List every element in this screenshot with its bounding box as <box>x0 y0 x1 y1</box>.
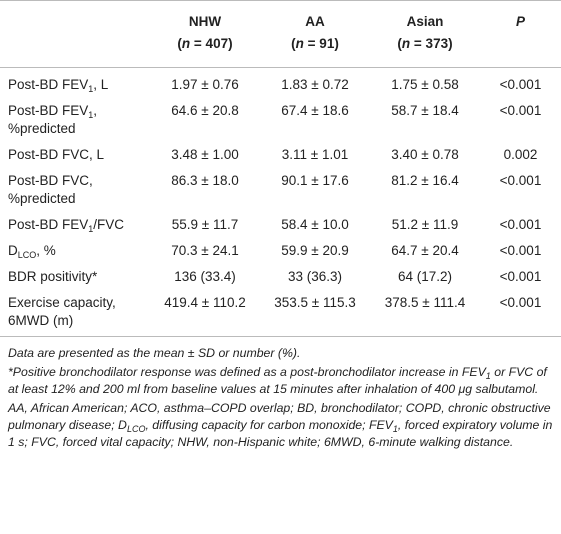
table-cell: 33 (36.3) <box>287 269 343 284</box>
header-cell: NHW (n = 407) <box>150 1 260 68</box>
column-name: P <box>515 14 525 29</box>
text: Data are presented as the mean ± SD or n… <box>8 346 301 360</box>
text: , %predicted <box>8 103 98 136</box>
text: ( <box>291 36 296 51</box>
table-row: Post-BD FEV1, %predicted 64.6 ± 20.8 67.4 … <box>0 98 561 142</box>
text: Post-BD FEV <box>8 77 89 92</box>
table-cell: 90.1 ± 17.6 <box>281 173 349 188</box>
subscript: 1 <box>88 110 94 120</box>
footnote: AA, African American; ACO, asthma–COPD o… <box>8 400 553 451</box>
text: Post-BD FEV <box>8 217 89 232</box>
column-name: NHW <box>188 14 222 29</box>
table-cell: <0.001 <box>499 269 542 284</box>
text: or FVC of at least 12% and 200 ml from b… <box>8 365 547 396</box>
text: D <box>8 243 18 258</box>
text: = 91) <box>303 36 339 51</box>
text: ( <box>397 36 402 51</box>
text: , diffusing capacity for carbon monoxide… <box>145 418 393 432</box>
table-cell: 55.9 ± 11.7 <box>171 217 239 232</box>
table-cell: 64.7 ± 20.4 <box>391 243 459 258</box>
text: Post-BD FVC, L <box>8 147 105 162</box>
header-cell: AA (n = 91) <box>260 1 370 68</box>
table-cell: 64.6 ± 20.8 <box>171 103 239 118</box>
table-cell: 3.40 ± 0.78 <box>391 147 459 162</box>
table-cell: 64 (17.2) <box>397 269 453 284</box>
table-row: BDR positivity* 136 (33.4) 33 (36.3) 64 (17… <box>0 264 561 290</box>
row-label: DLCO, % <box>0 238 150 264</box>
table-row: Exercise capacity, 6MWD (m) 419.4 ± 110.2… <box>0 290 561 337</box>
table-row: Post-BD FVC, L 3.48 ± 1.00 3.11 ± 1.01 3.40… <box>0 142 561 168</box>
subscript: LCO <box>17 250 37 260</box>
subscript: LCO <box>126 424 146 434</box>
subscript: 1 <box>88 224 94 234</box>
table-cell: <0.001 <box>499 173 542 188</box>
table-cell: 58.4 ± 10.0 <box>281 217 349 232</box>
row-label: Post-BD FEV1/FVC <box>0 212 150 238</box>
table-row: DLCO, % 70.3 ± 24.1 59.9 ± 20.9 64.7 ± 20.4… <box>0 238 561 264</box>
table-cell: 3.48 ± 1.00 <box>171 147 239 162</box>
subscript: 1 <box>485 371 491 381</box>
table-cell: <0.001 <box>499 217 542 232</box>
italic-text: n <box>401 36 411 51</box>
subscript: 1 <box>392 424 398 434</box>
table-cell: <0.001 <box>499 77 542 92</box>
table-cell: <0.001 <box>499 295 542 310</box>
table-row: Post-BD FVC, %predicted 86.3 ± 18.0 90.1 ±… <box>0 168 561 212</box>
table-row: Post-BD FEV1, L 1.97 ± 0.76 1.83 ± 0.72 1.7… <box>0 68 561 99</box>
table-cell: 70.3 ± 24.1 <box>171 243 239 258</box>
table-cell: 0.002 <box>503 147 538 162</box>
row-label: Post-BD FEV1, %predicted <box>0 98 150 142</box>
table-cell: 58.7 ± 18.4 <box>391 103 459 118</box>
table-cell: 67.4 ± 18.6 <box>281 103 349 118</box>
row-label: Post-BD FEV1, L <box>0 68 150 99</box>
text: Post-BD FVC, %predicted <box>8 173 93 206</box>
table-cell: <0.001 <box>499 103 542 118</box>
data-table: NHW (n = 407) AA (n = 91) Asian (n = 373) P Po… <box>0 0 561 337</box>
italic-text: n <box>295 36 304 51</box>
table-cell: 3.11 ± 1.01 <box>281 147 349 162</box>
footnote: *Positive bronchodilator response was de… <box>8 364 553 398</box>
table-cell: 86.3 ± 18.0 <box>171 173 239 188</box>
table-cell: 1.75 ± 0.58 <box>391 77 459 92</box>
text: = 407) <box>190 36 233 51</box>
footnotes: Data are presented as the mean ± SD or n… <box>0 337 561 451</box>
header-row: NHW (n = 407) AA (n = 91) Asian (n = 373) P <box>0 0 561 68</box>
text: AA, African American; ACO, asthma–COPD o… <box>8 401 551 432</box>
table-cell: 1.83 ± 0.72 <box>281 77 349 92</box>
table-row: Post-BD FEV1/FVC 55.9 ± 11.7 58.4 ± 10.0 51… <box>0 212 561 238</box>
text: ( <box>177 36 182 51</box>
italic-text: n <box>181 36 191 51</box>
text: , L <box>93 77 109 92</box>
text: = 373) <box>410 36 453 51</box>
table-cell: 136 (33.4) <box>174 269 236 284</box>
header-cell: Asian (n = 373) <box>370 1 480 68</box>
header-cell <box>0 1 150 68</box>
row-label: Post-BD FVC, L <box>0 142 150 168</box>
column-name: AA <box>305 14 325 29</box>
text: Post-BD FEV <box>8 103 89 118</box>
table-cell: 378.5 ± 111.4 <box>384 295 466 310</box>
table-cell: 353.5 ± 115.3 <box>274 295 356 310</box>
table-cell: 419.4 ± 110.2 <box>164 295 246 310</box>
column-name: Asian <box>406 14 444 29</box>
row-label: Exercise capacity, 6MWD (m) <box>0 290 150 337</box>
footnote: Data are presented as the mean ± SD or n… <box>8 345 553 362</box>
row-label: Post-BD FVC, %predicted <box>0 168 150 212</box>
subscript: 1 <box>88 84 94 94</box>
table-cell: 51.2 ± 11.9 <box>391 217 459 232</box>
table-cell: <0.001 <box>499 243 542 258</box>
table-cell: 59.9 ± 20.9 <box>281 243 349 258</box>
table-body: Post-BD FEV1, L 1.97 ± 0.76 1.83 ± 0.72 1.7… <box>0 68 561 337</box>
row-label: BDR positivity* <box>0 264 150 290</box>
table-cell: 81.2 ± 16.4 <box>391 173 459 188</box>
text: , % <box>36 243 56 258</box>
text: /FVC <box>93 217 125 232</box>
table-cell: 1.97 ± 0.76 <box>171 77 239 92</box>
text: , forced expiratory volume in 1 s; FVC, … <box>8 418 553 449</box>
text: BDR positivity* <box>8 269 98 284</box>
header-cell: P <box>480 1 561 68</box>
text: *Positive bronchodilator response was de… <box>8 365 486 379</box>
text: Exercise capacity, 6MWD (m) <box>8 295 116 328</box>
